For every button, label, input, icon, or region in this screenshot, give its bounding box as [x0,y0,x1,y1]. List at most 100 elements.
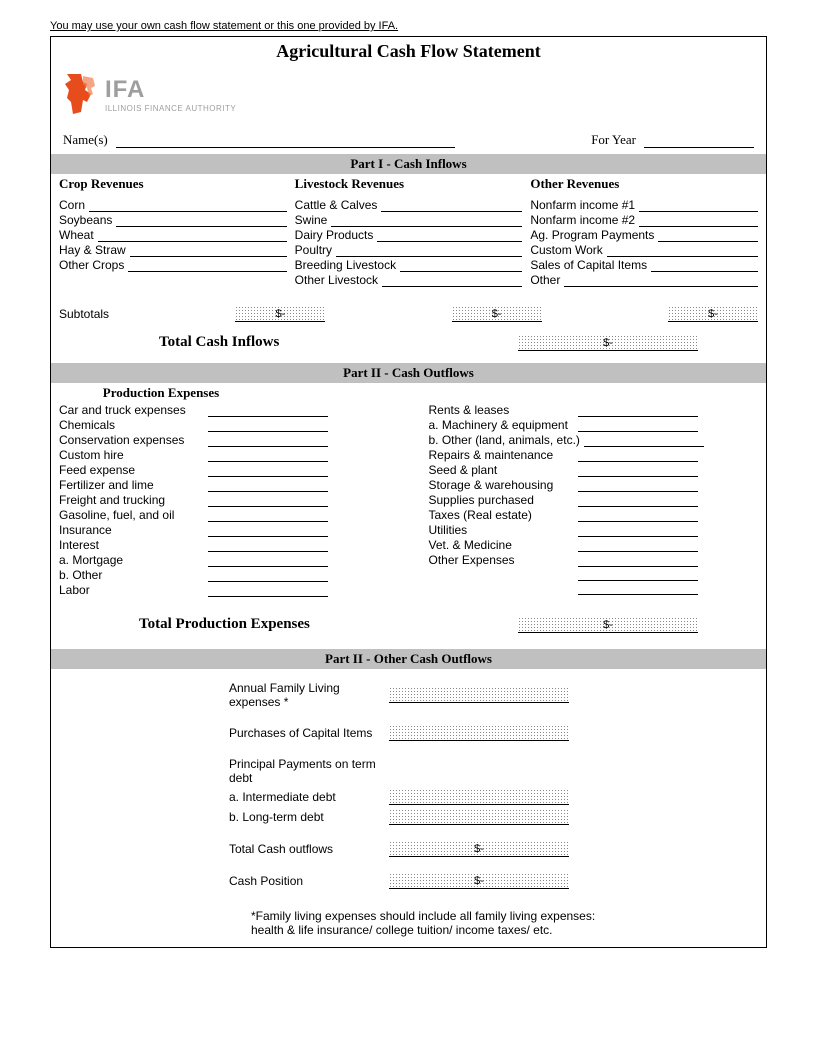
item-input-line[interactable] [578,449,698,462]
expense-item: Feed expense [59,463,389,477]
item-input-line[interactable] [578,419,698,432]
item-input-line[interactable] [208,479,328,492]
other-value-box[interactable]: $- [389,841,569,857]
item-label: Insurance [59,523,204,537]
other-value-box[interactable] [389,809,569,825]
item-input-line[interactable] [116,214,286,227]
item-input-line[interactable] [578,568,698,581]
other-head: Other Revenues [530,176,758,192]
line-item: Swine [295,213,523,227]
other-label: Total Cash outflows [59,842,389,856]
item-input-line[interactable] [98,229,287,242]
expenses-right-column: Rents & leasesa. Machinery & equipmentb.… [429,403,759,598]
item-input-line[interactable] [381,199,522,212]
item-input-line[interactable] [639,199,758,212]
item-input-line[interactable] [578,404,698,417]
item-input-line[interactable] [89,199,287,212]
item-input-line[interactable] [564,274,758,287]
names-input-line[interactable] [116,134,455,148]
livestock-subtotal-box[interactable]: $- [452,306,542,322]
other-subtotal-box[interactable]: $- [668,306,758,322]
item-input-line[interactable] [336,244,522,257]
total-production-box[interactable]: $- [518,617,698,633]
item-input-line[interactable] [578,464,698,477]
part1-heading: Part I - Cash Inflows [51,154,766,174]
item-input-line[interactable] [658,229,758,242]
expense-item: Interest [59,538,389,552]
item-input-line[interactable] [208,524,328,537]
crop-subtotal-box[interactable]: $- [235,306,325,322]
item-input-line[interactable] [128,259,286,272]
other-value-box[interactable] [389,789,569,805]
item-input-line[interactable] [578,509,698,522]
ifa-logo-icon [63,72,99,116]
expense-item: Conservation expenses [59,433,389,447]
part1-columns: Crop Revenues CornSoybeansWheatHay & Str… [51,174,766,292]
item-input-line[interactable] [578,539,698,552]
item-label: Car and truck expenses [59,403,204,417]
item-input-line[interactable] [208,419,328,432]
item-input-line[interactable] [400,259,522,272]
expense-item: a. Machinery & equipment [429,418,759,432]
expense-item: Insurance [59,523,389,537]
other-value-box[interactable] [389,687,569,703]
expense-item: Gasoline, fuel, and oil [59,508,389,522]
item-input-line[interactable] [578,582,698,595]
item-input-line[interactable] [639,214,758,227]
production-expenses-head: Production Expenses [51,383,271,403]
subtotals-label: Subtotals [59,307,109,321]
item-input-line[interactable] [578,524,698,537]
item-label: Chemicals [59,418,204,432]
item-input-line[interactable] [377,229,522,242]
other-value-box[interactable] [389,725,569,741]
item-input-line[interactable] [130,244,287,257]
line-item: Nonfarm income #2 [530,213,758,227]
year-input-line[interactable] [644,134,754,148]
subtotals-row: Subtotals $- $- $- [51,292,766,328]
expense-item: Rents & leases [429,403,759,417]
total-production-label: Total Production Expenses [139,616,518,633]
item-input-line[interactable] [331,214,522,227]
expense-item: Vet. & Medicine [429,538,759,552]
item-input-line[interactable] [651,259,758,272]
item-input-line[interactable] [584,434,704,447]
expense-item: Storage & warehousing [429,478,759,492]
line-item: Breeding Livestock [295,258,523,272]
item-label: Other Expenses [429,553,574,567]
item-label: Vet. & Medicine [429,538,574,552]
item-input-line[interactable] [208,404,328,417]
item-input-line[interactable] [578,554,698,567]
total-inflows-box[interactable]: $- [518,335,698,351]
item-input-line[interactable] [607,244,758,257]
line-item: Ag. Program Payments [530,228,758,242]
item-input-line[interactable] [208,584,328,597]
item-input-line[interactable] [208,509,328,522]
item-label: Swine [295,213,328,227]
other-label: a. Intermediate debt [59,790,389,804]
item-label: b. Other (land, animals, etc.) [429,433,580,447]
item-input-line[interactable] [208,434,328,447]
item-label: Custom hire [59,448,204,462]
item-input-line[interactable] [208,569,328,582]
line-item: Sales of Capital Items [530,258,758,272]
logo-area: IFA ILLINOIS FINANCE AUTHORITY [51,66,766,128]
item-label: Freight and trucking [59,493,204,507]
line-item: Hay & Straw [59,243,287,257]
item-label: Storage & warehousing [429,478,574,492]
logo-text-sub: ILLINOIS FINANCE AUTHORITY [105,104,236,113]
item-input-line[interactable] [208,554,328,567]
livestock-head: Livestock Revenues [295,176,523,192]
other-outflow-row: Total Cash outflows$- [59,841,758,857]
item-input-line[interactable] [578,479,698,492]
item-label: Ag. Program Payments [530,228,654,242]
item-input-line[interactable] [382,274,522,287]
item-input-line[interactable] [208,449,328,462]
other-value-box[interactable]: $- [389,873,569,889]
item-input-line[interactable] [578,494,698,507]
item-input-line[interactable] [208,494,328,507]
expense-item [429,568,759,581]
item-input-line[interactable] [208,464,328,477]
line-item: Other [530,273,758,287]
item-label: Utilities [429,523,574,537]
item-input-line[interactable] [208,539,328,552]
